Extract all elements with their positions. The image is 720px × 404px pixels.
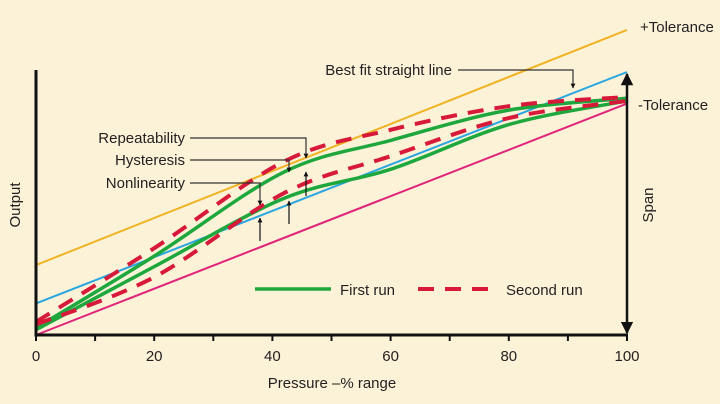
repeatability-leader [190, 137, 309, 159]
best-fit-label: Best fit straight line [325, 62, 452, 79]
second-run-upscale-curve [34, 94, 628, 324]
second-run-downscale-curve [35, 98, 628, 327]
y-axis-label: Output [7, 182, 24, 228]
x-axis-label: Pressure –% range [268, 375, 396, 392]
minus-tolerance-label: -Tolerance [638, 97, 708, 114]
x-tick-label: 40 [264, 348, 281, 365]
hysteresis-label: Hysteresis [115, 152, 185, 169]
legend-first-run-label: First run [340, 282, 395, 299]
best-fit-straight-line-line [35, 71, 628, 305]
hysteresis-leader [190, 159, 292, 173]
plus-tolerance-label: +Tolerance [640, 19, 714, 36]
first-run-downscale-curve [35, 99, 628, 332]
x-tick-label: 80 [500, 348, 517, 365]
legend-second-run-label: Second run [506, 282, 583, 299]
x-tick-label: 100 [614, 348, 639, 365]
repeatability-label: Repeatability [98, 130, 185, 147]
best-fit-leader [458, 69, 576, 89]
nonlinearity-leader [190, 182, 263, 206]
x-tick-label: 20 [146, 348, 163, 365]
nonlinearity-label: Nonlinearity [106, 175, 186, 192]
span-label: Span [640, 187, 657, 222]
first-run-upscale-curve [35, 96, 628, 330]
tolerance-line [35, 28, 628, 266]
x-tick-label: 0 [32, 348, 40, 365]
x-tick-label: 60 [382, 348, 399, 365]
tolerance-line [35, 102, 628, 336]
